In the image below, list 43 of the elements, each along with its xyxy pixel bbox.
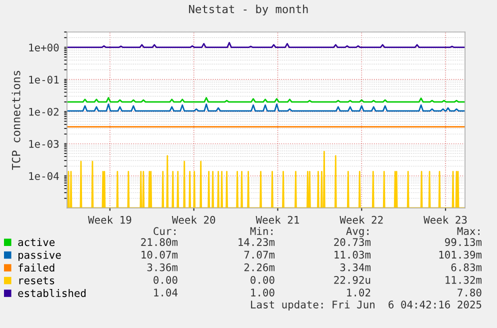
- text: 1.04: [154, 288, 178, 296]
- text: Cur:: [154, 227, 176, 236]
- text: 1.02: [347, 288, 370, 296]
- x-tick-label: Week 23: [424, 216, 467, 224]
- text: 14.23m: [238, 238, 275, 246]
- legend-label: established: [18, 288, 86, 298]
- y-tick-label: 1e-01: [29, 76, 59, 84]
- chart-title: Netstat - by month: [189, 4, 308, 16]
- text: 0.00: [154, 276, 178, 284]
- y-tick-label: 1e-04: [29, 172, 59, 180]
- text: 10.07m: [142, 250, 178, 259]
- line-series: [67, 104, 465, 112]
- legend-label: resets: [19, 276, 54, 284]
- text: 7.07m: [244, 250, 275, 259]
- x-tick-label: Week 21: [256, 216, 299, 224]
- text: 11.32m: [446, 276, 482, 284]
- text: 22.92u: [334, 276, 370, 284]
- text: 1.00: [251, 288, 274, 296]
- text: 0.00: [250, 276, 274, 284]
- text: 3.34m: [340, 263, 371, 272]
- x-tick-label: Week 19: [88, 216, 132, 224]
- text: 7.80: [458, 288, 482, 296]
- text: Avg:: [346, 227, 368, 238]
- y-tick-label: 1e-02: [29, 108, 58, 116]
- legend-label: failed: [18, 263, 54, 272]
- x-tick-label: Week 22: [340, 216, 383, 224]
- text: Min:: [250, 226, 272, 235]
- legend-label: passive: [18, 250, 61, 261]
- text: 3.36m: [147, 263, 178, 272]
- x-tick-label: Week 20: [172, 216, 216, 224]
- y-tick-label: 1e-03: [29, 140, 59, 148]
- y-axis-title: TCP connections: [12, 70, 20, 170]
- text: 2.26m: [244, 263, 275, 272]
- text: 6.83m: [451, 263, 482, 272]
- y-tick-label: 1e+00: [29, 44, 59, 52]
- text: 21.80m: [141, 238, 178, 246]
- text: Last update: Fri Jun 6 04:42:16 2025: [251, 300, 482, 310]
- text: 11.03m: [334, 250, 371, 259]
- legend-label: active: [18, 238, 55, 246]
- text: 20.73m: [334, 238, 371, 246]
- text: 101.39m: [439, 250, 482, 259]
- text: Max:: [457, 227, 480, 236]
- text: 99.13m: [445, 238, 482, 246]
